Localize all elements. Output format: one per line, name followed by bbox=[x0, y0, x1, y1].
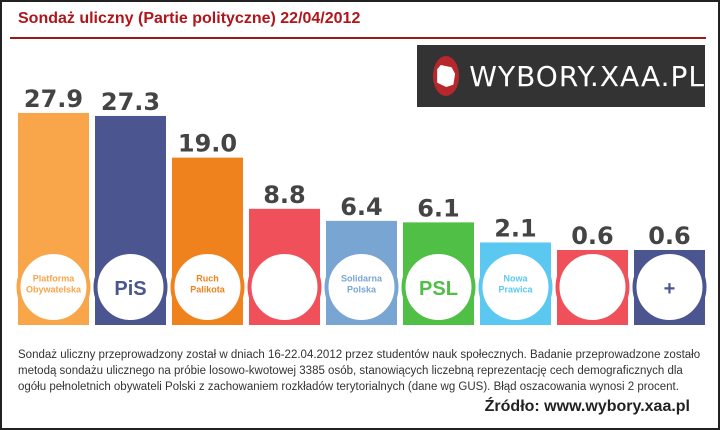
value-label: 6.4 bbox=[340, 193, 383, 221]
value-label: 27.9 bbox=[24, 85, 83, 113]
party-logo bbox=[555, 250, 630, 324]
party-logo-label: Ruch bbox=[196, 274, 219, 284]
chart-title: Sondaż uliczny (Partie polityczne) 22/04… bbox=[18, 10, 361, 27]
value-label: 0.6 bbox=[571, 222, 614, 250]
value-label: 8.8 bbox=[263, 181, 306, 209]
party-logo-label: Solidarna bbox=[341, 274, 383, 284]
source-link[interactable]: Źródło: www.wybory.xaa.pl bbox=[484, 398, 690, 415]
party-logo-label: Palikota bbox=[190, 285, 226, 295]
value-label: 19.0 bbox=[178, 130, 237, 158]
party-logo bbox=[324, 250, 399, 324]
logo-text: WYBORY.XAA.PL bbox=[469, 59, 705, 93]
poland-map-icon bbox=[433, 56, 460, 96]
value-label: 2.1 bbox=[494, 214, 537, 242]
party-logo bbox=[401, 250, 476, 324]
site-logo: WYBORY.XAA.PL bbox=[417, 45, 705, 107]
party-logo bbox=[93, 250, 168, 324]
value-label: 6.1 bbox=[417, 194, 460, 222]
party-logo bbox=[170, 250, 245, 324]
party-logo-label: Obywatelska bbox=[26, 285, 82, 295]
bar-chart: 27.9PlatformaObywatelska27.3PiS19.0RuchP… bbox=[16, 85, 707, 325]
value-label: 0.6 bbox=[648, 222, 691, 250]
party-logo-label: Prawica bbox=[498, 285, 533, 295]
party-logo-label: PiS bbox=[114, 278, 146, 300]
party-logo-label: Polska bbox=[347, 285, 377, 295]
party-logo-label: Platforma bbox=[33, 274, 76, 284]
party-logo-label: Nowa bbox=[503, 274, 528, 284]
party-logo-label: + bbox=[664, 278, 676, 300]
title-divider bbox=[10, 37, 706, 39]
party-logo bbox=[16, 250, 91, 324]
value-label: 27.3 bbox=[101, 88, 160, 116]
party-logo bbox=[478, 250, 553, 324]
party-logo-label: PSL bbox=[419, 278, 458, 300]
methodology-note: Sondaż uliczny przeprowadzony został w d… bbox=[18, 349, 701, 393]
party-logo bbox=[632, 250, 707, 324]
party-logo bbox=[247, 250, 322, 324]
